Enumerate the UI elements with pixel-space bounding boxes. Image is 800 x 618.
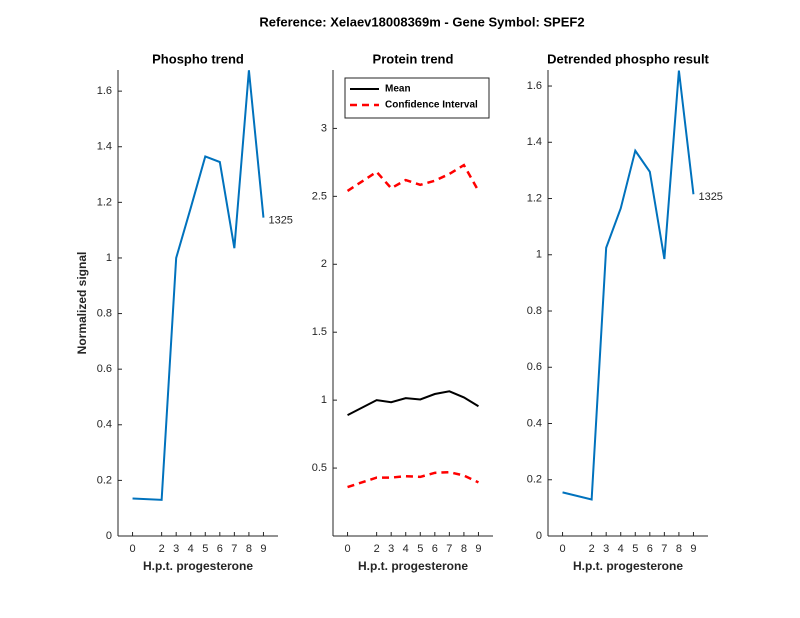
x-axis-label: H.p.t. progesterone — [143, 559, 253, 573]
y-tick-label: 0.6 — [97, 363, 112, 375]
y-tick-label: 1 — [321, 394, 327, 406]
annotation: 1325 — [268, 215, 292, 227]
y-tick-label: 2 — [321, 258, 327, 270]
y-tick-label: 1.4 — [97, 141, 112, 153]
y-tick-label: 1.5 — [312, 326, 327, 338]
y-tick-label: 1 — [536, 249, 542, 261]
x-tick-label: 0 — [129, 543, 135, 555]
x-tick-label: 4 — [618, 543, 624, 555]
x-tick-label: 9 — [260, 543, 266, 555]
x-tick-label: 5 — [417, 543, 423, 555]
x-tick-label: 6 — [432, 543, 438, 555]
y-tick-label: 1.2 — [527, 192, 542, 204]
x-tick-label: 8 — [246, 543, 252, 555]
x-tick-label: 9 — [690, 543, 696, 555]
legend-label: Mean — [385, 84, 411, 95]
y-tick-label: 0.2 — [527, 474, 542, 486]
figure-title: Reference: Xelaev18008369m - Gene Symbol… — [259, 14, 584, 29]
x-tick-label: 3 — [603, 543, 609, 555]
y-tick-label: 1.4 — [527, 136, 542, 148]
legend-box — [344, 77, 490, 119]
y-tick-label: 2.5 — [312, 190, 327, 202]
y-tick-label: 0.6 — [527, 361, 542, 373]
panel-title: Detrended phospho result — [547, 51, 709, 66]
y-tick-label: 0.5 — [312, 462, 327, 474]
x-tick-label: 7 — [446, 543, 452, 555]
y-tick-label: 0.4 — [97, 419, 112, 431]
annotation: 1325 — [698, 191, 722, 203]
series-line — [132, 70, 265, 501]
legend-label: Confidence Interval — [385, 100, 478, 111]
x-tick-label: 2 — [374, 543, 380, 555]
x-tick-label: 2 — [159, 543, 165, 555]
x-tick-label: 5 — [202, 543, 208, 555]
y-tick-label: 1.2 — [97, 196, 112, 208]
x-tick-label: 7 — [231, 543, 237, 555]
x-tick-label: 5 — [632, 543, 638, 555]
y-axis-label: Normalized signal — [75, 252, 89, 355]
y-tick-label: 0.8 — [97, 307, 112, 319]
y-tick-label: 0.2 — [97, 474, 112, 486]
x-tick-label: 6 — [647, 543, 653, 555]
x-tick-label: 7 — [661, 543, 667, 555]
x-tick-label: 4 — [403, 543, 409, 555]
y-tick-label: 0.4 — [527, 417, 542, 429]
x-tick-label: 8 — [676, 543, 682, 555]
x-tick-label: 9 — [475, 543, 481, 555]
x-tick-label: 2 — [589, 543, 595, 555]
series-line — [347, 390, 479, 416]
x-tick-label: 0 — [344, 543, 350, 555]
panel-title: Phospho trend — [152, 51, 244, 66]
y-tick-label: 3 — [321, 122, 327, 134]
x-tick-label: 4 — [188, 543, 194, 555]
x-axis-label: H.p.t. progesterone — [573, 559, 683, 573]
panel-title: Protein trend — [373, 51, 454, 66]
y-tick-label: 1 — [106, 252, 112, 264]
y-tick-label: 1.6 — [527, 80, 542, 92]
x-tick-label: 3 — [388, 543, 394, 555]
x-tick-label: 6 — [217, 543, 223, 555]
x-tick-label: 0 — [559, 543, 565, 555]
y-tick-label: 1.6 — [97, 85, 112, 97]
y-tick-label: 0.8 — [527, 305, 542, 317]
series-line — [562, 70, 695, 501]
series-line — [346, 163, 480, 192]
series-line — [347, 470, 479, 489]
y-tick-label: 0 — [536, 530, 542, 542]
x-tick-label: 8 — [461, 543, 467, 555]
x-axis-label: H.p.t. progesterone — [358, 559, 468, 573]
y-tick-label: 0 — [106, 530, 112, 542]
x-tick-label: 3 — [173, 543, 179, 555]
